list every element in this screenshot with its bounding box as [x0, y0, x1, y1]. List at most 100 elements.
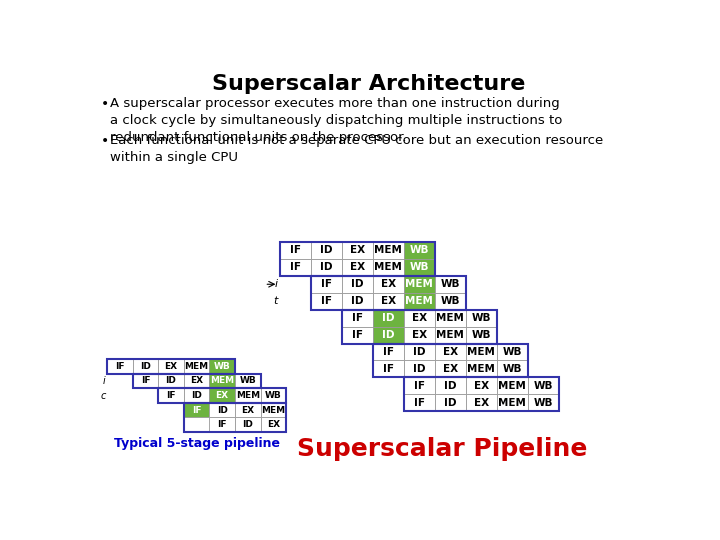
Bar — [132, 374, 158, 388]
Bar — [404, 377, 435, 394]
Text: WB: WB — [534, 381, 553, 391]
Text: c: c — [100, 390, 106, 401]
Bar — [158, 374, 184, 388]
Bar — [210, 417, 235, 432]
Bar — [404, 293, 435, 309]
Bar — [132, 359, 158, 374]
Text: ID: ID — [382, 330, 395, 340]
Bar — [261, 388, 286, 403]
Text: EX: EX — [474, 381, 489, 391]
Bar — [235, 403, 261, 417]
Bar — [435, 327, 466, 343]
Text: MEM: MEM — [374, 262, 402, 272]
Text: IF: IF — [321, 279, 332, 289]
Bar — [373, 361, 404, 377]
Bar — [280, 242, 435, 276]
Bar — [497, 361, 528, 377]
Text: WB: WB — [472, 330, 491, 340]
Text: MEM: MEM — [374, 245, 402, 255]
Text: IF: IF — [383, 347, 394, 357]
Text: IF: IF — [352, 313, 363, 323]
Text: Each functional unit is not a separate CPU core but an execution resource
within: Each functional unit is not a separate C… — [110, 134, 603, 164]
Text: EX: EX — [350, 262, 365, 272]
Text: IF: IF — [140, 376, 150, 386]
Bar — [280, 242, 311, 259]
Text: ID: ID — [191, 391, 202, 400]
Text: EX: EX — [190, 376, 203, 386]
Bar — [373, 327, 404, 343]
Text: MEM: MEM — [467, 364, 495, 374]
Bar — [107, 359, 235, 374]
Text: ID: ID — [413, 347, 426, 357]
Text: ID: ID — [444, 398, 456, 408]
Text: MEM: MEM — [184, 362, 209, 371]
Text: IF: IF — [414, 398, 425, 408]
Bar — [342, 309, 373, 327]
Bar — [497, 377, 528, 394]
Bar — [528, 394, 559, 411]
Text: ID: ID — [413, 364, 426, 374]
Text: EX: EX — [412, 330, 427, 340]
Text: ID: ID — [140, 362, 151, 371]
Bar — [373, 242, 404, 259]
Text: A superscalar processor executes more than one instruction during
a clock cycle : A superscalar processor executes more th… — [110, 97, 562, 144]
Text: WB: WB — [503, 347, 522, 357]
Text: IF: IF — [166, 391, 176, 400]
Bar — [210, 388, 235, 403]
Text: EX: EX — [350, 245, 365, 255]
Text: EX: EX — [215, 391, 229, 400]
Text: WB: WB — [503, 364, 522, 374]
Text: IF: IF — [192, 406, 202, 415]
Bar — [210, 374, 235, 388]
Text: ID: ID — [351, 296, 364, 306]
Bar — [404, 259, 435, 276]
Text: WB: WB — [441, 279, 460, 289]
Text: MEM: MEM — [261, 406, 285, 415]
Text: WB: WB — [410, 262, 429, 272]
Text: EX: EX — [381, 279, 396, 289]
Bar — [184, 359, 210, 374]
Bar — [311, 276, 466, 309]
Text: ID: ID — [351, 279, 364, 289]
Bar — [373, 276, 404, 293]
Bar — [342, 293, 373, 309]
Text: Superscalar Pipeline: Superscalar Pipeline — [297, 437, 588, 461]
Text: IF: IF — [290, 262, 301, 272]
Text: EX: EX — [474, 398, 489, 408]
Bar — [311, 242, 342, 259]
Bar — [210, 359, 235, 374]
Text: i: i — [274, 279, 277, 289]
Bar — [342, 259, 373, 276]
Bar — [466, 327, 497, 343]
Text: i: i — [103, 376, 106, 386]
Text: MEM: MEM — [498, 381, 526, 391]
Text: ID: ID — [382, 313, 395, 323]
Text: EX: EX — [443, 364, 458, 374]
Bar — [435, 377, 466, 394]
Text: WB: WB — [410, 245, 429, 255]
Text: MEM: MEM — [498, 398, 526, 408]
Bar — [342, 327, 373, 343]
Bar — [311, 259, 342, 276]
Bar — [435, 343, 466, 361]
Bar — [311, 293, 342, 309]
Bar — [235, 417, 261, 432]
Bar — [435, 309, 466, 327]
Bar — [158, 388, 286, 403]
Text: •: • — [101, 97, 109, 111]
Bar — [184, 374, 210, 388]
Bar — [261, 417, 286, 432]
Text: t: t — [273, 296, 277, 306]
Text: MEM: MEM — [405, 296, 433, 306]
Bar — [373, 293, 404, 309]
Text: ID: ID — [166, 376, 176, 386]
Bar — [184, 388, 210, 403]
Bar — [107, 359, 132, 374]
Text: MEM: MEM — [436, 330, 464, 340]
Text: WB: WB — [441, 296, 460, 306]
Bar — [404, 343, 435, 361]
Bar — [466, 343, 497, 361]
Text: IF: IF — [414, 381, 425, 391]
Bar — [466, 377, 497, 394]
Text: ID: ID — [320, 262, 333, 272]
